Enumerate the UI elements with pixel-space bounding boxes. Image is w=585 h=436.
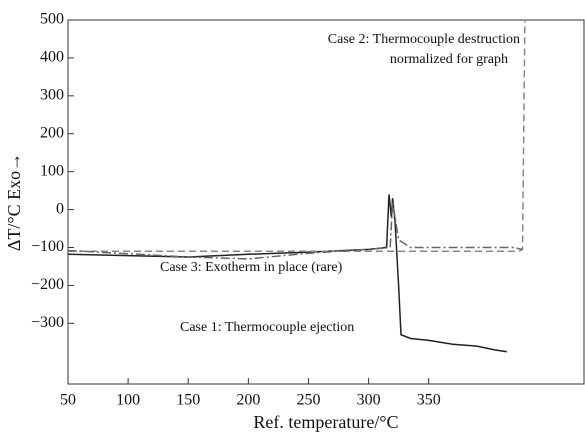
annotation: Case 2: Thermocouple destruction	[328, 32, 520, 47]
y-tick-label: −200	[31, 276, 64, 293]
y-tick-label: 200	[40, 124, 64, 141]
series-line	[67, 201, 523, 260]
x-tick-label: 50	[60, 392, 76, 409]
x-tick-label: 100	[116, 392, 140, 409]
x-tick-label: 250	[296, 392, 320, 409]
annotation: Case 1: Thermocouple ejection	[180, 320, 354, 335]
plot-frame	[67, 19, 585, 385]
y-tick-label: −100	[31, 238, 64, 255]
annotation: normalized for graph	[390, 52, 508, 67]
y-tick-label: −300	[31, 314, 64, 331]
series-line	[68, 19, 526, 253]
x-tick-label: 300	[357, 392, 381, 409]
x-tick-label: 200	[236, 392, 260, 409]
y-tick-label: 300	[40, 87, 64, 104]
x-axis-title: Ref. temperature/°C	[253, 412, 398, 432]
y-tick-label: 0	[56, 200, 64, 217]
x-tick-label: 150	[176, 392, 200, 409]
y-tick-label: 500	[40, 11, 64, 28]
y-axis-title: ΔT/°C Exo→	[4, 153, 24, 251]
y-tick-label: 100	[40, 162, 64, 179]
annotation: Case 3: Exotherm in place (rare)	[160, 260, 343, 275]
x-tick-label: 350	[417, 392, 441, 409]
y-tick-label: 400	[40, 49, 64, 66]
